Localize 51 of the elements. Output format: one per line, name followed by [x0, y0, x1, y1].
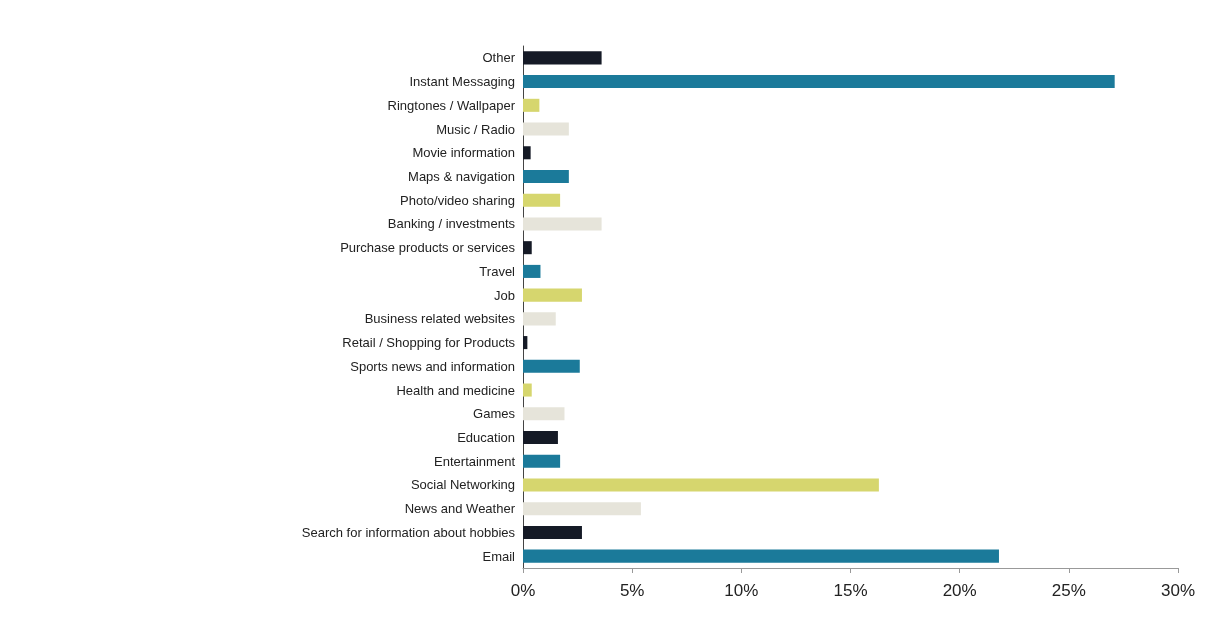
y-tick-label: Search for information about hobbies: [301, 524, 516, 540]
bar: [523, 122, 569, 136]
bar: [523, 502, 641, 516]
bar: [523, 241, 532, 255]
bar: [523, 51, 602, 65]
y-tick-label: Other: [482, 50, 516, 66]
bar: [523, 217, 602, 231]
y-tick-label: Sports news and information: [350, 358, 515, 374]
bar: [523, 359, 580, 373]
y-tick-label: Ringtones / Wallpaper: [387, 97, 516, 113]
bar: [523, 288, 582, 302]
x-tick-label: 0%: [510, 581, 536, 600]
y-tick-label: Business related websites: [364, 311, 516, 327]
bar: [523, 454, 561, 468]
y-tick-label: Entertainment: [434, 453, 516, 469]
y-tick-label: Music / Radio: [436, 121, 515, 137]
bar: [523, 146, 531, 160]
y-tick-label: Email: [482, 548, 516, 564]
y-tick-label: Education: [457, 430, 515, 445]
y-tick-label: Photo/video sharing: [400, 192, 515, 208]
x-tick-label: 25%: [1051, 581, 1086, 600]
bar: [523, 478, 879, 492]
bar: [523, 407, 565, 421]
bar: [523, 264, 541, 278]
bar: [523, 549, 999, 563]
y-tick-label: News and Weather: [404, 501, 516, 517]
y-tick-label: Travel: [479, 263, 516, 279]
bar: [523, 336, 528, 350]
bar: [523, 193, 561, 207]
y-tick-label: Movie information: [412, 145, 515, 161]
bar: [523, 525, 582, 539]
bar: [523, 430, 558, 445]
x-tick-label: 15%: [833, 581, 868, 600]
y-tick-label: Purchase products or services: [340, 240, 516, 256]
bar: [523, 312, 556, 326]
bar: [523, 75, 1115, 89]
y-tick-label: Health and medicine: [396, 382, 515, 398]
y-tick-label: Retail / Shopping for Products: [342, 335, 516, 351]
bar: [523, 169, 569, 184]
x-tick-label: 30%: [1160, 581, 1196, 600]
bar: [523, 383, 532, 397]
y-tick-label: Social Networking: [410, 477, 515, 493]
y-tick-label: Banking / investments: [387, 216, 516, 232]
y-tick-label: Job: [494, 287, 515, 303]
x-tick-label: 20%: [942, 581, 977, 600]
y-tick-label: Games: [473, 406, 516, 422]
y-tick-label: Maps & navigation: [408, 169, 515, 184]
x-tick-label: 5%: [619, 581, 645, 600]
x-tick-label: 10%: [724, 581, 759, 600]
y-tick-label: Instant Messaging: [409, 74, 515, 90]
bar: [523, 98, 540, 112]
